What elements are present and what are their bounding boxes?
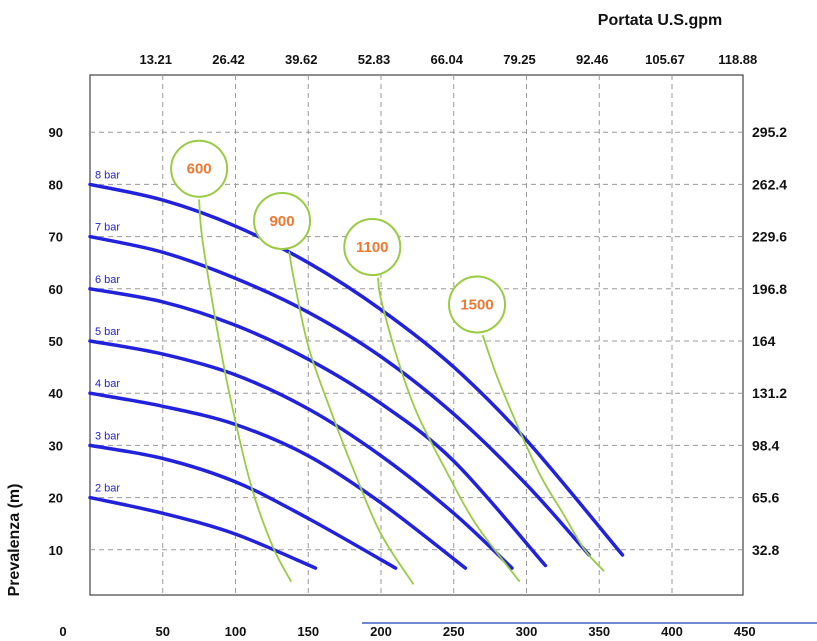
speed-label: 900 — [270, 213, 295, 230]
secondary-x-axis-title: Portata U.S.gpm — [598, 12, 722, 29]
x-tick-label: 450 — [734, 624, 756, 639]
x-tick-label: 300 — [516, 624, 538, 639]
x-tick-label: 100 — [225, 624, 247, 639]
speed-label: 1500 — [460, 296, 493, 313]
pressure-curve — [88, 495, 318, 570]
y-tick-label: 70 — [49, 230, 63, 245]
right-tick-label: 65.6 — [752, 490, 779, 506]
y-tick-label: 10 — [49, 543, 63, 558]
y-tick-label: 60 — [49, 282, 63, 297]
right-tick-label: 131.2 — [752, 385, 787, 401]
pressure-curve — [88, 182, 625, 557]
speed-curve — [198, 199, 292, 582]
x-tick-label: 250 — [443, 624, 465, 639]
x-tick-label: 50 — [156, 624, 170, 639]
pressure-label: 4 bar — [95, 378, 120, 390]
speed-curve — [377, 277, 521, 582]
top-tick-label: 13.21 — [139, 52, 172, 67]
pressure-curve — [88, 339, 514, 570]
y-tick-label: 20 — [49, 491, 63, 506]
speed-curve — [482, 334, 605, 572]
pressure-label: 8 bar — [95, 169, 120, 181]
speed-badge — [343, 218, 402, 277]
pressure-curve — [88, 391, 468, 570]
speed-badge — [448, 275, 507, 334]
pressure-curve — [88, 234, 591, 557]
y-tick-label: 80 — [49, 177, 63, 192]
y-axis-title: Prevalenza (m) — [6, 484, 23, 597]
speed-curve — [288, 251, 414, 585]
y-tick-label: 50 — [49, 334, 63, 349]
right-tick-label: 32.8 — [752, 542, 779, 558]
right-tick-label: 229.6 — [752, 229, 787, 245]
top-tick-label: 66.04 — [430, 52, 463, 67]
speed-badge — [170, 139, 229, 198]
y-tick-label: 40 — [49, 386, 63, 401]
top-tick-label: 118.88 — [718, 52, 757, 67]
right-tick-label: 262.4 — [752, 176, 787, 192]
pressure-label: 6 bar — [95, 274, 120, 286]
pressure-label: 2 bar — [95, 483, 120, 495]
top-tick-label: 79.25 — [503, 52, 536, 67]
top-tick-label: 39.62 — [285, 52, 318, 67]
right-tick-label: 98.4 — [752, 437, 779, 453]
x-tick-label: 400 — [661, 624, 683, 639]
right-tick-label: 164 — [752, 333, 776, 349]
pressure-curve — [88, 287, 548, 568]
top-tick-label: 92.46 — [576, 52, 609, 67]
x-tick-label: 150 — [297, 624, 319, 639]
y-tick-label: 90 — [49, 125, 63, 140]
x-tick-label: 350 — [588, 624, 610, 639]
y-tick-label: 30 — [49, 438, 63, 453]
top-tick-label: 105.67 — [645, 52, 685, 67]
x-tick-label: 0 — [59, 624, 66, 639]
top-tick-label: 26.42 — [212, 52, 245, 67]
x-tick-label: 200 — [370, 624, 392, 639]
pressure-curve — [88, 443, 398, 570]
right-tick-label: 196.8 — [752, 281, 787, 297]
pressure-label: 5 bar — [95, 326, 120, 338]
pressure-label: 3 bar — [95, 430, 120, 442]
top-tick-label: 52.83 — [358, 52, 391, 67]
speed-badge — [253, 191, 312, 250]
right-tick-label: 295.2 — [752, 124, 787, 140]
pressure-label: 7 bar — [95, 222, 120, 234]
speed-label: 600 — [187, 161, 212, 178]
speed-label: 1100 — [356, 239, 389, 256]
